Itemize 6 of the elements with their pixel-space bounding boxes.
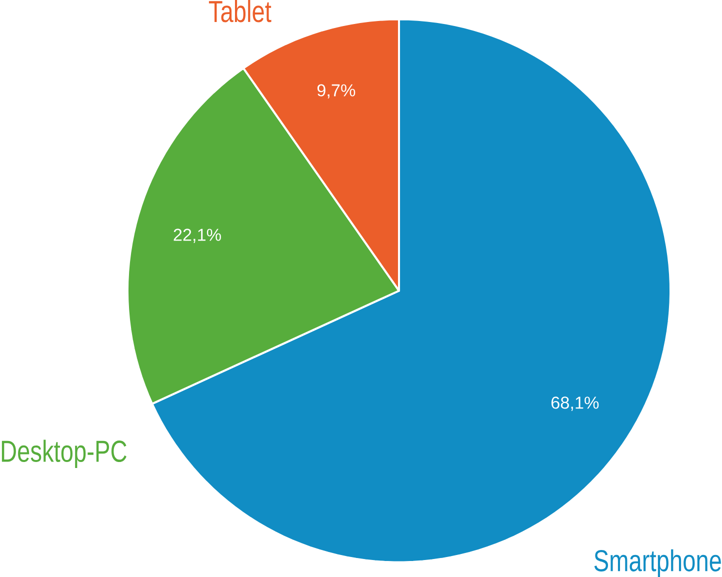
data-label: 68,1%: [551, 396, 599, 411]
data-label: 9,7%: [317, 84, 356, 98]
slice-label: Smartphone: [594, 548, 721, 577]
slice-label: Desktop-PC: [2, 440, 126, 468]
slice-label: Tablet: [208, 0, 272, 22]
data-label: 22,1%: [174, 228, 221, 243]
